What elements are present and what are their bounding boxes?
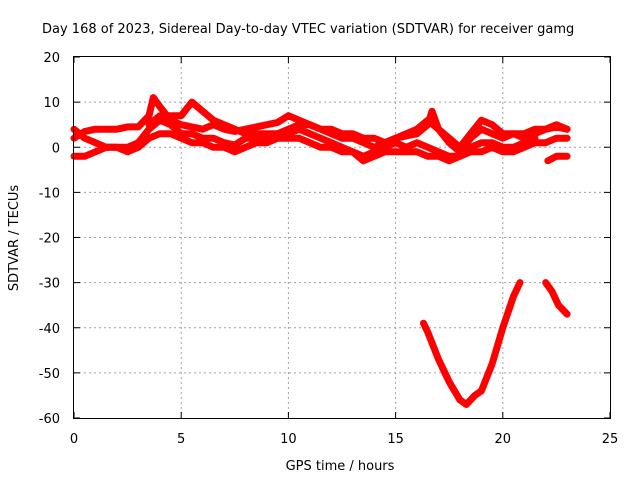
y-tick-label: -30: [39, 277, 60, 292]
axis-ticks: [73, 56, 611, 419]
x-tick-label: 5: [177, 432, 185, 447]
series-arc-6: [420, 279, 524, 408]
plot-frame: [73, 56, 611, 419]
x-tick-label: 15: [387, 432, 404, 447]
y-tick-label: 20: [43, 51, 60, 66]
y-tick-label: -10: [39, 186, 60, 201]
series-arc-7: [542, 279, 571, 318]
series-arc-4: [145, 98, 571, 151]
y-axis-label: SDTVAR / TECUs: [7, 185, 22, 292]
x-tick-label: 20: [495, 432, 512, 447]
x-tick-label: 10: [280, 432, 297, 447]
y-tick-label: -40: [39, 322, 60, 337]
y-tick-label: 10: [43, 96, 60, 111]
grid-lines: [74, 57, 610, 418]
x-tick-label: 0: [70, 432, 78, 447]
y-tick-labels: -60 -50 -40 -30 -20 -10 0 10 20: [39, 51, 60, 427]
y-tick-label: 0: [52, 141, 60, 156]
y-tick-label: -20: [39, 232, 60, 247]
series-arc-3: [70, 130, 571, 165]
x-tick-labels: 0 5 10 15 20 25: [70, 432, 618, 447]
y-tick-label: -50: [39, 367, 60, 382]
chart-title: Day 168 of 2023, Sidereal Day-to-day VTE…: [42, 22, 574, 37]
y-tick-label: -60: [39, 412, 60, 427]
x-axis-label: GPS time / hours: [286, 459, 395, 474]
x-tick-label: 25: [602, 432, 619, 447]
series-arc-5: [544, 152, 571, 165]
data-series: [70, 94, 571, 408]
